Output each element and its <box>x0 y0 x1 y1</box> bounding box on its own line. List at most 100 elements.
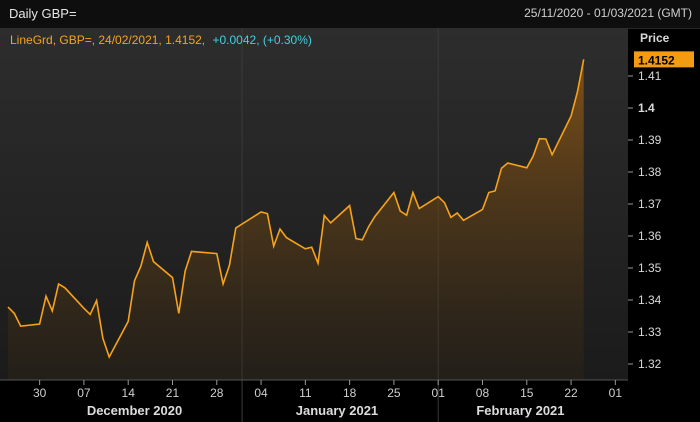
x-axis-months: December 2020 January 2021 February 2021 <box>87 403 565 418</box>
date-range: 25/11/2020 - 01/03/2021 (GMT) <box>524 6 692 20</box>
data-point <box>494 190 496 192</box>
y-tick-label: 1.35 <box>638 261 662 275</box>
data-point <box>260 211 262 213</box>
y-tick-label: 1.34 <box>638 293 662 307</box>
data-point <box>399 210 401 212</box>
data-point <box>13 312 15 314</box>
x-tick-label: 04 <box>254 386 268 400</box>
data-point <box>102 337 104 339</box>
data-point <box>450 216 452 218</box>
data-point <box>51 310 53 312</box>
data-point <box>532 155 534 157</box>
data-point <box>83 307 85 309</box>
data-point <box>222 283 224 285</box>
legend: LineGrd, GBP=, 24/02/2021, 1.4152, +0.00… <box>10 33 312 47</box>
data-point <box>57 283 59 285</box>
data-point <box>45 295 47 297</box>
data-point <box>330 222 332 224</box>
price-chart: LineGrd, GBP=, 24/02/2021, 1.4152, +0.00… <box>0 28 694 422</box>
y-tick-label: 1.37 <box>638 197 662 211</box>
data-point <box>184 270 186 272</box>
y-axis-label: Price <box>640 31 670 45</box>
data-point <box>178 312 180 314</box>
y-tick-label: 1.32 <box>638 357 662 371</box>
month-label: December 2020 <box>87 403 182 418</box>
data-point <box>133 280 135 282</box>
data-point <box>488 191 490 193</box>
month-label: February 2021 <box>476 403 564 418</box>
data-point <box>235 227 237 229</box>
data-point <box>228 264 230 266</box>
data-point <box>311 246 313 248</box>
x-tick-label: 01 <box>609 386 623 400</box>
x-tick-label: 01 <box>432 386 446 400</box>
y-tick-label: 1.38 <box>638 165 662 179</box>
x-tick-label: 08 <box>476 386 490 400</box>
y-tick-label: 1.41 <box>638 69 662 83</box>
x-tick-label: 22 <box>564 386 578 400</box>
data-point <box>216 252 218 254</box>
data-point <box>418 207 420 209</box>
data-point <box>317 262 319 264</box>
data-point <box>279 228 281 230</box>
data-point <box>355 237 357 239</box>
data-point <box>266 212 268 214</box>
data-point <box>576 91 578 93</box>
chart-title: Daily GBP= <box>9 6 77 21</box>
y-tick-label: 1.33 <box>638 325 662 339</box>
data-point <box>7 306 9 308</box>
data-point <box>443 202 445 204</box>
legend-change: +0.0042, (+0.30%) <box>212 33 311 47</box>
y-axis-ticks: 1.32 1.33 1.34 1.35 1.36 1.37 1.38 1.39 1.4 1.41 <box>628 69 662 371</box>
data-point <box>348 204 350 206</box>
data-point <box>538 138 540 140</box>
last-price-badge: 1.4152 <box>634 51 694 68</box>
x-axis-ticks: 30 07 14 21 28 04 11 18 25 01 08 15 22 01 <box>33 380 622 400</box>
data-point <box>152 260 154 262</box>
data-point <box>38 323 40 325</box>
data-point <box>64 287 66 289</box>
data-point <box>323 214 325 216</box>
data-point <box>285 236 287 238</box>
x-tick-label: 07 <box>77 386 91 400</box>
x-tick-label: 21 <box>166 386 180 400</box>
data-point <box>437 195 439 197</box>
data-point <box>500 167 502 169</box>
x-tick-label: 25 <box>387 386 401 400</box>
last-price-label: 1.4152 <box>638 53 675 67</box>
data-point <box>304 248 306 250</box>
x-tick-label: 15 <box>520 386 534 400</box>
price-area-fill <box>8 59 584 381</box>
data-point <box>146 241 148 243</box>
data-point <box>456 212 458 214</box>
x-tick-label: 11 <box>299 386 312 400</box>
data-point <box>89 313 91 315</box>
data-point <box>462 219 464 221</box>
data-point <box>127 320 129 322</box>
x-tick-label: 14 <box>122 386 136 400</box>
last-price-badge-bg <box>634 51 694 68</box>
data-point <box>405 214 407 216</box>
data-point <box>570 115 572 117</box>
data-point <box>374 215 376 217</box>
data-point <box>190 250 192 252</box>
data-point <box>108 356 110 358</box>
x-tick-label: 30 <box>33 386 47 400</box>
y-tick-label: 1.4 <box>638 101 655 115</box>
data-point <box>583 58 585 60</box>
data-point <box>412 191 414 193</box>
data-point <box>507 162 509 164</box>
data-point <box>140 265 142 267</box>
legend-series-label: LineGrd, GBP=, 24/02/2021, 1.4152, <box>10 33 205 47</box>
data-point <box>481 208 483 210</box>
data-point <box>20 325 22 327</box>
data-point <box>367 226 369 228</box>
data-point <box>361 239 363 241</box>
data-point <box>551 154 553 156</box>
x-tick-label: 18 <box>343 386 357 400</box>
month-label: January 2021 <box>296 403 378 418</box>
data-point <box>526 167 528 169</box>
price-line <box>7 59 585 360</box>
data-point <box>95 299 97 301</box>
